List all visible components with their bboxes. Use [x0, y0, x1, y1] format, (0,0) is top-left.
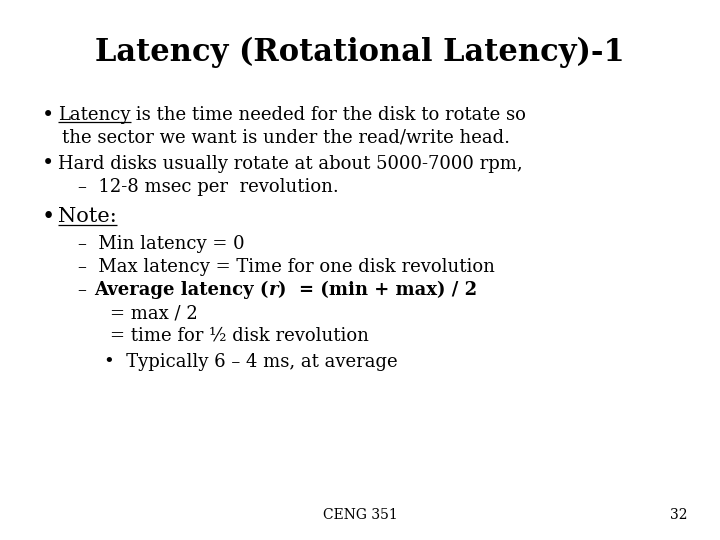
- Text: = max / 2: = max / 2: [110, 304, 198, 322]
- Text: Hard disks usually rotate at about 5000-7000 rpm,: Hard disks usually rotate at about 5000-…: [58, 155, 523, 173]
- Text: the sector we want is under the read/write head.: the sector we want is under the read/wri…: [62, 129, 510, 147]
- Text: is the time needed for the disk to rotate so: is the time needed for the disk to rotat…: [130, 106, 526, 124]
- Text: –: –: [78, 281, 99, 299]
- Text: –: –: [78, 281, 99, 299]
- Text: r: r: [269, 281, 278, 299]
- Text: )  = (min + max) / 2: ) = (min + max) / 2: [278, 281, 477, 299]
- Text: Latency (Rotational Latency)-1: Latency (Rotational Latency)-1: [95, 36, 625, 68]
- Text: Average latency (: Average latency (: [94, 281, 269, 299]
- Text: Average latency (: Average latency (: [94, 281, 269, 299]
- Text: •: •: [42, 105, 54, 125]
- Text: •: •: [42, 154, 54, 173]
- Text: –  Max latency = Time for one disk revolution: – Max latency = Time for one disk revolu…: [78, 258, 495, 276]
- Text: CENG 351: CENG 351: [323, 508, 397, 522]
- Text: •: •: [42, 206, 55, 228]
- Text: –  Min latency = 0: – Min latency = 0: [78, 235, 245, 253]
- Text: Note:: Note:: [58, 207, 117, 226]
- Text: 32: 32: [670, 508, 688, 522]
- Text: r: r: [269, 281, 278, 299]
- Text: = time for ½ disk revolution: = time for ½ disk revolution: [110, 327, 369, 345]
- Text: •  Typically 6 – 4 ms, at average: • Typically 6 – 4 ms, at average: [104, 353, 397, 371]
- Text: –  12-8 msec per  revolution.: – 12-8 msec per revolution.: [78, 178, 338, 196]
- Text: Latency: Latency: [58, 106, 130, 124]
